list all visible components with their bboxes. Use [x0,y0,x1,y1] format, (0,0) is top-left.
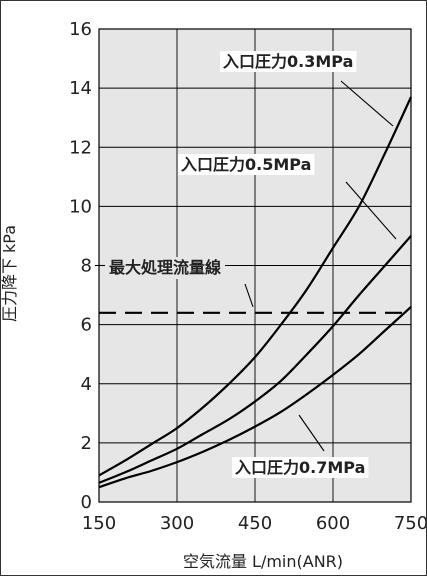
curve-leader-0 [340,80,394,127]
reference-leader [244,283,254,307]
y-tick-label-4: 8 [81,256,92,277]
y-tick-label-8: 16 [69,19,92,40]
grid [99,29,411,502]
x-tick-label-3: 600 [316,513,350,534]
y-axis-title: 圧力降下 kPa [1,225,19,322]
curve-label-bg-0 [220,51,357,72]
series-lines [98,96,413,489]
y-tick-label-5: 10 [69,196,92,217]
y-tick-label-2: 4 [81,374,92,395]
curve-labels: 入口圧力0.3MPa 入口圧力0.5MPa 入口圧力0.7MPa [178,51,369,478]
y-tick-label-3: 6 [81,315,92,336]
series-line-2 [98,306,412,489]
y-tick-labels: 0 2 4 6 8 10 12 14 16 [69,19,92,513]
y-tick-label-6: 12 [69,137,92,158]
x-axis-title: 空気流量 L/min(ANR) [183,552,343,571]
y-tick-label-0: 0 [81,492,92,513]
y-tick-label-1: 2 [81,433,92,454]
x-tick-label-0: 150 [82,513,116,534]
x-tick-label-2: 450 [238,513,272,534]
curve-leader-1 [345,181,397,240]
x-tick-label-1: 300 [160,513,194,534]
x-tick-labels: 150 300 450 600 750 [82,513,427,534]
curve-label-bg-2 [232,457,369,478]
curve-label-0: 入口圧力0.3MPa [223,52,353,71]
x-tick-label-4: 750 [394,513,426,534]
y-tick-label-7: 14 [69,78,92,99]
curve-label-bg-1 [178,154,315,175]
reference-line-label: 最大処理流量線 [109,258,221,277]
curve-leader-2 [298,414,325,452]
curve-label-1: 入口圧力0.5MPa [181,155,311,174]
plot-border [98,28,412,503]
reference-label-bg [105,257,226,279]
series-line-0 [98,96,413,477]
series-line-1 [98,235,412,484]
curve-label-2: 入口圧力0.7MPa [235,458,365,477]
